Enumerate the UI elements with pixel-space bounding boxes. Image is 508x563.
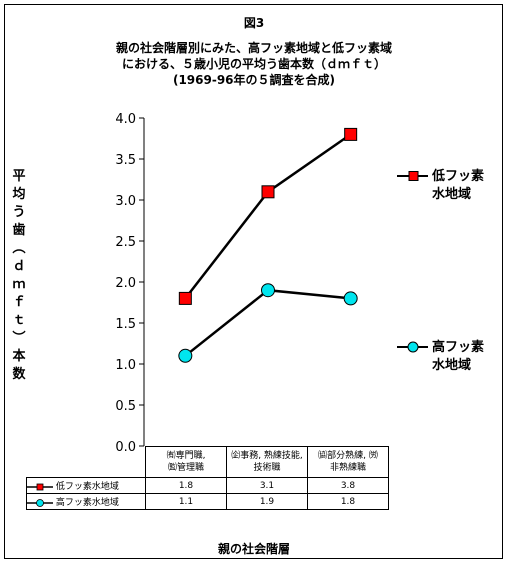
legend-marker-square-icon [408, 171, 419, 181]
table-category-1: ㈲専門職, ㈼管理職 [145, 446, 227, 478]
table-cell: 1.1 [145, 493, 227, 510]
title-line-2: における、５歳小児の平均う歯本数（ｄｍｆｔ） [121, 57, 386, 71]
table-row: 低フッ素水地域 1.8 3.1 3.8 [26, 477, 389, 494]
figure-label: 図3 [243, 16, 265, 30]
legend-label-low-fluoride: 低フッ素 水地域 [432, 169, 485, 202]
table-cell: 1.8 [307, 493, 389, 510]
series-line-2 [184, 288, 351, 357]
data-point [261, 283, 275, 298]
table-row-header: 高フッ素水地域 [26, 493, 146, 510]
data-point [343, 291, 358, 306]
y-axis-label-char: ｆ [12, 295, 26, 310]
y-tick-label: 2.0 [115, 276, 136, 291]
y-axis-label-char: 歯 [12, 223, 26, 238]
table-cell: 3.8 [307, 477, 389, 494]
y-tick-label: 2.5 [115, 235, 136, 250]
data-point [178, 291, 192, 305]
data-point [344, 127, 358, 141]
y-tick-label: 1.5 [115, 317, 136, 332]
y-axis-label-char: 数 [12, 367, 26, 382]
y-axis-label-char: う [12, 205, 26, 220]
table-row-label: 低フッ素水地域 [55, 482, 119, 492]
series-line-1 [184, 133, 352, 300]
table-category-2: ㈽事務, 熟練技能, 技術職 [226, 446, 308, 478]
legend-label-high-fluoride: 高フッ素 水地域 [432, 340, 485, 373]
y-axis-label: 平 均 う 歯 ︵ ｄ ｍ ｆ ｔ ︶ 本 数 [8, 168, 30, 384]
y-axis-label-char: ｄ [12, 259, 26, 274]
table-cell: 1.9 [226, 493, 308, 510]
data-point [178, 348, 193, 363]
table-cell: 3.1 [226, 477, 308, 494]
table-category-3: ㈿部分熟練, ㈸ 非熟練職 [307, 446, 389, 478]
table-header-row: ㈲専門職, ㈼管理職 ㈽事務, 熟練技能, 技術職 ㈿部分熟練, ㈸ 非熟練職 [26, 446, 389, 478]
legend-marker-circle-icon [407, 341, 419, 353]
y-tick-label: 4.0 [115, 112, 136, 127]
y-tick-label: 1.0 [115, 358, 136, 373]
table-row: 高フッ素水地域 1.1 1.9 1.8 [26, 493, 389, 510]
y-axis-label-char: ︵ [12, 241, 26, 256]
data-point [261, 185, 275, 199]
y-tick-label: 0.5 [115, 399, 136, 414]
legend-marker-circle-icon [27, 498, 53, 507]
title-line-3: (1969-96年の５調査を合成) [172, 73, 336, 87]
table-row-header: 低フッ素水地域 [26, 477, 146, 494]
y-axis-label-char: 平 [12, 169, 26, 184]
y-axis-label-char: 本 [12, 349, 26, 364]
figure-frame [4, 4, 503, 559]
x-axis-label: 親の社会階層 [217, 542, 290, 556]
y-axis-label-char: ︶ [12, 331, 26, 346]
table-cell: 1.8 [145, 477, 227, 494]
table-row-label: 高フッ素水地域 [55, 498, 119, 508]
legend-marker-square-icon [27, 483, 53, 490]
y-tick-label: 3.5 [115, 153, 136, 168]
data-table: ㈲専門職, ㈼管理職 ㈽事務, 熟練技能, 技術職 ㈿部分熟練, ㈸ 非熟練職 … [26, 446, 389, 510]
title-line-1: 親の社会階層別にみた、高フッ素地域と低フッ素域 [115, 41, 392, 55]
y-tick-label: 3.0 [115, 194, 136, 209]
chart-title: 親の社会階層別にみた、高フッ素地域と低フッ素域 における、５歳小児の平均う歯本数… [0, 40, 508, 88]
y-axis-label-char: 均 [12, 187, 26, 202]
table-corner [26, 446, 146, 478]
y-axis-label-char: ｍ [12, 277, 26, 292]
y-axis-label-char: ｔ [12, 313, 26, 328]
